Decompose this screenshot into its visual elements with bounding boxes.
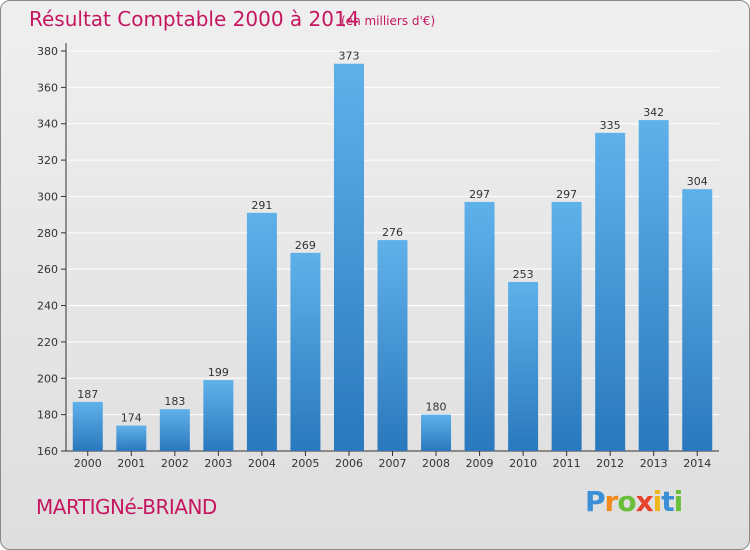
bar [638,120,669,451]
bar-value-label: 276 [382,226,403,239]
x-tick-label: 2012 [596,457,624,470]
y-tick-label: 340 [37,118,58,131]
y-tick-label: 280 [37,227,58,240]
y-tick-label: 180 [37,409,58,422]
logo-letter: r [604,485,619,518]
logo-letter: i [652,485,663,518]
x-tick-label: 2010 [509,457,537,470]
y-tick-label: 300 [37,190,58,203]
x-tick-label: 2003 [204,457,232,470]
bar [377,240,408,451]
bar-value-label: 291 [251,199,272,212]
x-tick-label: 2007 [379,457,407,470]
y-tick-label: 320 [37,154,58,167]
bar-value-label: 335 [600,119,621,132]
y-tick-label: 360 [37,81,58,94]
x-tick-label: 2005 [291,457,319,470]
x-tick-label: 2008 [422,457,450,470]
bar-value-label: 342 [643,106,664,119]
bars [72,63,713,452]
x-tick-label: 2004 [248,457,276,470]
bar-value-label: 199 [208,366,229,379]
bar [421,414,452,451]
x-tick-label: 2001 [117,457,145,470]
bar-value-label: 297 [469,188,490,201]
chart-subtitle: (en milliers d'€) [341,14,436,28]
bar [508,281,539,451]
commune-name: MARTIGNé-BRIAND [36,495,217,519]
bar-value-label: 253 [513,268,534,281]
y-tick-label: 220 [37,336,58,349]
y-tick-label: 260 [37,263,58,276]
bar-value-label: 269 [295,239,316,252]
logo-letter: o [617,485,636,518]
bar [682,189,713,451]
x-tick-label: 2002 [161,457,189,470]
y-tick-label: 380 [37,45,58,58]
bar [159,409,190,451]
bar-value-label: 297 [556,188,577,201]
x-tick-label: 2014 [683,457,711,470]
bar [595,132,626,451]
bar-value-label: 174 [121,412,142,425]
x-tick-label: 2011 [553,457,581,470]
bar [72,401,103,451]
x-tick-label: 2009 [466,457,494,470]
bar [333,63,364,452]
bar [551,201,582,451]
chart-title: Résultat Comptable 2000 à 2014 [29,7,360,31]
x-tick-label: 2000 [74,457,102,470]
bar [116,425,147,451]
bar-value-label: 183 [164,395,185,408]
logo-letter: t [661,485,674,518]
bar [203,380,234,451]
y-tick-label: 160 [37,445,58,458]
bar [464,201,495,451]
logo-letter: x [635,485,654,518]
x-tick-label: 2013 [640,457,668,470]
logo-letter: i [673,485,684,518]
logo-letter: P [585,485,606,518]
bar-value-label: 187 [77,388,98,401]
bar-value-label: 373 [338,50,359,63]
x-tick-label: 2006 [335,457,363,470]
bar [246,212,277,451]
labels: 187 2000 174 2001 183 2002 199 2003 291 2004 269 20… [74,50,711,470]
bar-value-label: 180 [426,401,447,414]
bar-value-label: 304 [687,175,708,188]
y-tick-label: 240 [37,300,58,313]
proxiti-logo: Proxiti [585,485,684,518]
y-tick-label: 200 [37,372,58,385]
bar [290,252,321,451]
